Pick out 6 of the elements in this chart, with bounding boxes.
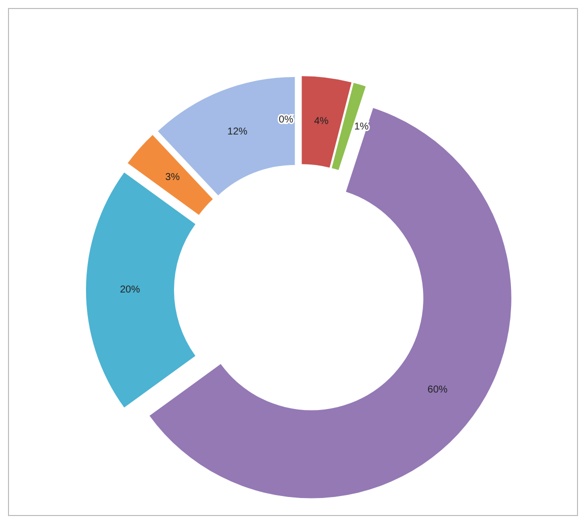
text: 0% [278, 114, 294, 126]
data-label: 60% [428, 384, 448, 396]
data-label: 20% [120, 284, 140, 296]
data-label: 12% [227, 126, 248, 138]
data-label: 3% [165, 172, 180, 184]
data-label: 4% [314, 116, 329, 127]
